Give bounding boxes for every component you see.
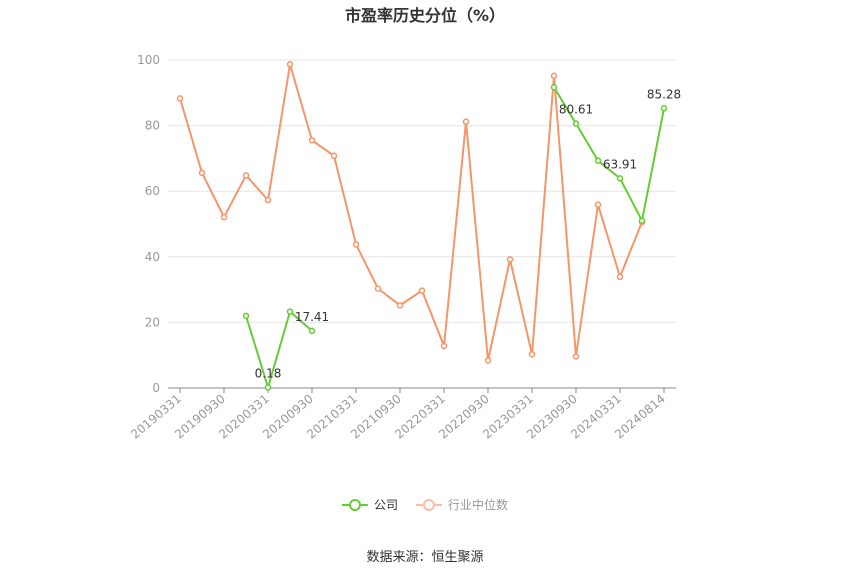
industry-point <box>550 72 558 79</box>
company-data-label: 17.41 <box>295 310 329 324</box>
company-data-label: 63.91 <box>603 157 637 171</box>
industry-point <box>528 350 536 358</box>
legend-company-label: 公司 <box>373 498 398 512</box>
company-data-label: 85.28 <box>647 87 681 101</box>
chart-title: 市盈率历史分位（%） <box>344 6 506 25</box>
data-labels: 0.18 17.41 80.61 63.91 85.28 <box>255 87 682 380</box>
industry-point <box>440 342 448 350</box>
legend-item-company[interactable]: 公司 <box>341 496 398 513</box>
company-point <box>594 157 602 164</box>
industry-point <box>176 95 184 102</box>
industry-point <box>462 118 470 125</box>
industry-point <box>484 357 492 364</box>
legend-item-industry[interactable]: 行业中位数 <box>416 496 508 513</box>
y-tick-label: 100 <box>137 53 160 67</box>
industry-point <box>396 302 404 309</box>
industry-point <box>330 152 338 160</box>
industry-point <box>198 169 206 177</box>
y-tick-label: 40 <box>145 250 160 264</box>
company-line <box>245 309 313 391</box>
industry-point <box>352 241 360 248</box>
company-line <box>553 86 665 224</box>
y-tick-label: 60 <box>145 184 160 198</box>
industry-point <box>594 201 602 208</box>
company-point <box>286 308 294 315</box>
industry-line <box>179 63 643 361</box>
company-point <box>638 217 646 224</box>
company-point <box>264 384 272 391</box>
industry-point <box>572 353 580 360</box>
company-point <box>616 175 624 182</box>
y-tick-label: 20 <box>145 315 160 329</box>
industry-point <box>220 213 228 221</box>
company-point <box>308 327 316 335</box>
company-point <box>660 105 668 112</box>
company-point <box>242 312 250 320</box>
industry-point <box>308 137 316 144</box>
company-data-label: 80.61 <box>559 103 593 117</box>
company-data-label: 0.18 <box>255 366 282 380</box>
y-tick-label: 0 <box>152 381 160 395</box>
y-tick-label: 80 <box>145 119 160 133</box>
x-axis: 2019033120190930202003312020093020210331… <box>128 387 676 442</box>
industry-point <box>242 172 250 179</box>
industry-point <box>374 285 382 292</box>
series-lines <box>179 63 665 391</box>
industry-point <box>418 287 426 294</box>
grid-lines <box>168 59 676 323</box>
y-axis: 0 20 40 60 80 100 <box>137 53 160 395</box>
legend-industry-label: 行业中位数 <box>448 498 509 512</box>
company-point <box>572 120 580 127</box>
legend-industry-marker-icon <box>416 498 442 511</box>
legend-company-marker-icon <box>341 498 368 511</box>
industry-point <box>286 61 294 68</box>
legend: 公司 行业中位数 <box>0 496 850 513</box>
industry-point <box>506 256 514 263</box>
data-source: 数据来源：恒生聚源 <box>366 550 484 565</box>
industry-point <box>616 273 624 281</box>
company-point <box>550 83 558 91</box>
series-points <box>176 61 668 391</box>
industry-point <box>264 196 272 204</box>
